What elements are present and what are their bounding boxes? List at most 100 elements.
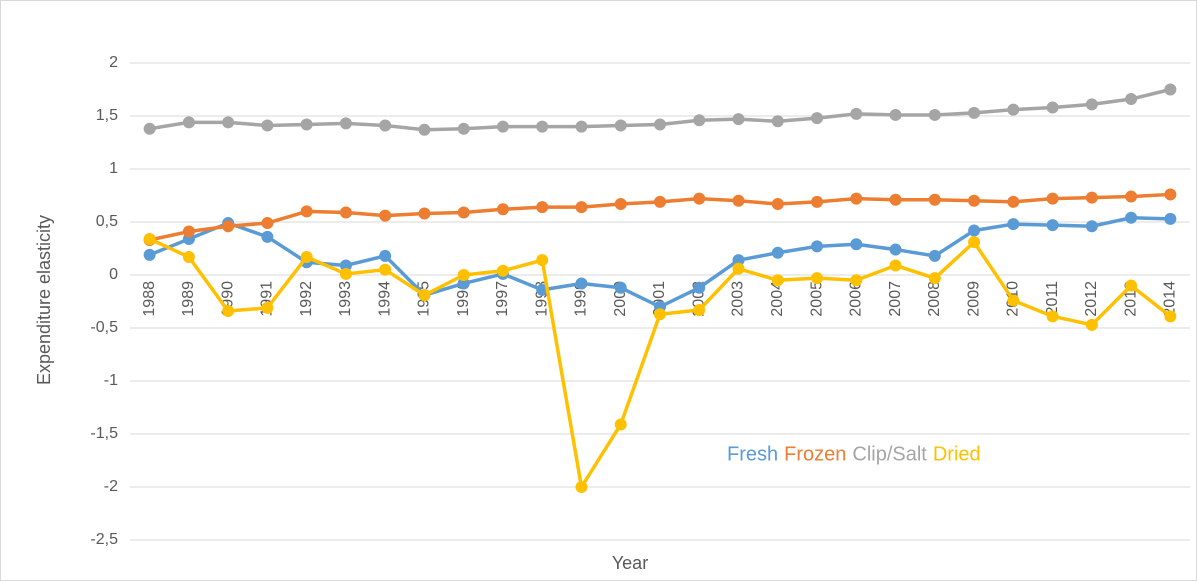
data-point	[418, 207, 431, 220]
data-point	[575, 481, 588, 493]
y-tick-label: 1	[109, 160, 118, 177]
data-point	[457, 277, 470, 290]
data-point	[771, 115, 784, 128]
data-point	[732, 194, 745, 207]
data-point	[1125, 93, 1138, 106]
y-tick-label: -2,5	[90, 531, 118, 548]
data-point	[889, 193, 902, 206]
data-point	[1164, 188, 1177, 201]
data-point	[536, 201, 549, 214]
data-point	[614, 197, 627, 210]
data-point	[261, 301, 274, 314]
y-tick-label: -2	[104, 478, 118, 495]
data-point	[1125, 190, 1138, 203]
data-point	[143, 122, 156, 135]
data-point	[693, 192, 706, 205]
data-point	[496, 203, 509, 216]
data-point	[575, 277, 588, 290]
data-point	[222, 305, 235, 318]
data-point	[968, 236, 981, 249]
data-point	[654, 308, 666, 321]
data-point	[889, 108, 902, 121]
data-point	[1007, 195, 1020, 208]
legend-entry: Fresh	[727, 443, 778, 465]
data-point	[300, 205, 313, 218]
data-point	[732, 254, 745, 267]
data-point	[850, 192, 863, 205]
data-point	[379, 119, 392, 132]
data-point	[575, 201, 588, 214]
data-point	[261, 217, 274, 230]
legend-entry: Frozen	[784, 443, 846, 465]
x-tick-label: 2006	[848, 281, 865, 317]
x-tick-label: 1996	[455, 281, 472, 317]
data-point	[771, 274, 784, 287]
data-point	[536, 254, 549, 267]
data-point	[1164, 83, 1177, 96]
data-point	[339, 259, 352, 272]
x-tick-label: 2012	[1083, 281, 1100, 317]
data-point	[222, 116, 235, 129]
data-point	[811, 240, 824, 253]
data-point	[732, 262, 745, 275]
data-point	[654, 195, 666, 208]
x-tick-label: 2007	[887, 281, 904, 317]
data-point	[614, 119, 627, 132]
data-point	[457, 206, 470, 219]
x-tick-label: 1989	[180, 281, 197, 317]
data-point	[536, 120, 549, 133]
y-tick-label: 2	[109, 54, 118, 71]
data-point	[1085, 318, 1098, 331]
legend-entry: Dried	[933, 443, 981, 465]
data-point	[928, 108, 941, 121]
data-point	[968, 194, 981, 207]
data-point	[300, 118, 313, 131]
y-axis-title: Expenditure elasticity	[34, 215, 54, 385]
data-point	[732, 113, 745, 126]
data-point	[811, 272, 824, 285]
data-point	[1046, 192, 1059, 205]
y-tick-label: 1,5	[96, 107, 118, 124]
y-tick-label: -1	[104, 372, 118, 389]
data-point	[811, 112, 824, 125]
data-point	[889, 243, 902, 256]
data-point	[261, 230, 274, 243]
data-point	[928, 272, 941, 285]
data-point	[182, 225, 195, 238]
x-tick-label: 1999	[573, 281, 590, 317]
data-point	[1085, 98, 1098, 111]
data-point	[379, 209, 392, 222]
x-tick-label: 2009	[965, 281, 982, 317]
data-point	[1007, 218, 1020, 231]
y-tick-label: 0	[109, 266, 118, 283]
x-tick-label: 2005	[808, 281, 825, 317]
data-point	[182, 250, 195, 263]
data-point	[1007, 103, 1020, 116]
data-point	[1164, 212, 1177, 225]
data-point	[1164, 310, 1177, 323]
x-tick-label: 1988	[141, 281, 158, 317]
x-axis-title: Year	[612, 553, 648, 573]
x-tick-label: 2008	[926, 281, 943, 317]
data-point	[1085, 220, 1098, 233]
data-point	[693, 281, 706, 294]
data-point	[379, 249, 392, 262]
data-point	[850, 274, 863, 287]
legend-entry: Clip/Salt	[852, 443, 927, 465]
data-point	[928, 249, 941, 262]
data-point	[182, 116, 195, 129]
y-tick-label: -1,5	[90, 425, 118, 442]
data-point	[1046, 310, 1059, 323]
y-tick-label: 0,5	[96, 213, 118, 230]
data-point	[889, 259, 902, 272]
data-point	[339, 117, 352, 130]
data-point	[457, 122, 470, 135]
data-point	[339, 206, 352, 219]
data-point	[575, 120, 588, 133]
data-point	[1046, 101, 1059, 114]
data-point	[693, 114, 706, 127]
x-tick-label: 2011	[1044, 281, 1061, 316]
x-tick-label: 1992	[298, 281, 315, 317]
